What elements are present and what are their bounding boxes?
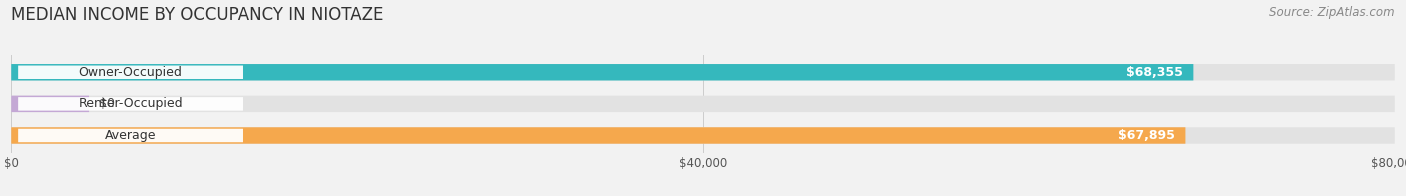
FancyBboxPatch shape [18, 97, 243, 111]
FancyBboxPatch shape [11, 64, 1395, 81]
Text: MEDIAN INCOME BY OCCUPANCY IN NIOTAZE: MEDIAN INCOME BY OCCUPANCY IN NIOTAZE [11, 6, 384, 24]
FancyBboxPatch shape [11, 96, 1395, 112]
Text: $67,895: $67,895 [1118, 129, 1175, 142]
Text: Source: ZipAtlas.com: Source: ZipAtlas.com [1270, 6, 1395, 19]
FancyBboxPatch shape [18, 129, 243, 142]
Text: Renter-Occupied: Renter-Occupied [79, 97, 183, 110]
FancyBboxPatch shape [11, 127, 1185, 144]
Text: Average: Average [105, 129, 156, 142]
Text: Owner-Occupied: Owner-Occupied [79, 66, 183, 79]
FancyBboxPatch shape [11, 64, 1194, 81]
FancyBboxPatch shape [11, 96, 89, 112]
Text: $68,355: $68,355 [1126, 66, 1182, 79]
FancyBboxPatch shape [11, 127, 1395, 144]
Text: $0: $0 [100, 97, 115, 110]
FancyBboxPatch shape [18, 65, 243, 79]
